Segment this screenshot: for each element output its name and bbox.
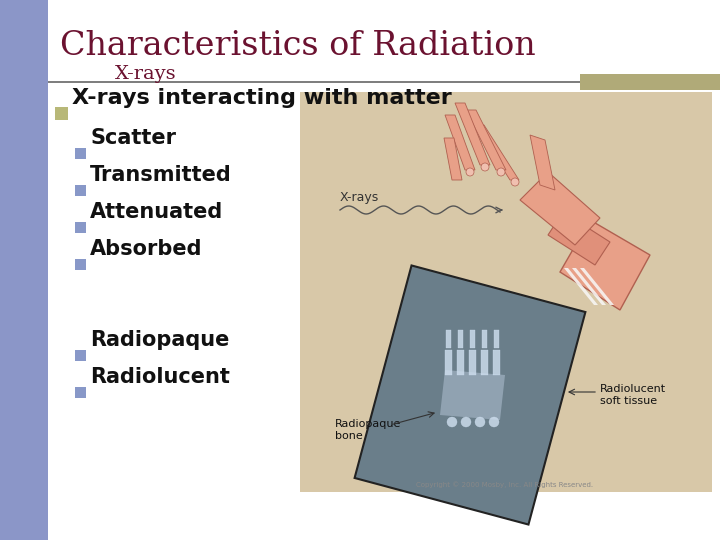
Text: Radiolucent
soft tissue: Radiolucent soft tissue xyxy=(600,384,666,406)
Polygon shape xyxy=(548,212,610,265)
Text: Radiopaque
bone: Radiopaque bone xyxy=(335,419,401,441)
Bar xyxy=(458,330,463,348)
Polygon shape xyxy=(580,268,614,305)
Bar xyxy=(75,350,86,361)
Bar xyxy=(75,387,86,398)
Text: Scatter: Scatter xyxy=(90,128,176,148)
Polygon shape xyxy=(466,110,506,170)
Polygon shape xyxy=(520,172,600,245)
Circle shape xyxy=(511,178,519,186)
Polygon shape xyxy=(444,138,462,180)
Bar xyxy=(75,185,86,196)
Text: Transmitted: Transmitted xyxy=(90,165,232,185)
Circle shape xyxy=(489,417,499,427)
Circle shape xyxy=(497,168,505,176)
Polygon shape xyxy=(572,268,606,305)
Bar xyxy=(580,74,720,90)
Circle shape xyxy=(447,417,457,427)
Text: X-rays: X-rays xyxy=(115,65,176,83)
Polygon shape xyxy=(440,370,505,420)
Bar xyxy=(300,92,712,492)
Polygon shape xyxy=(530,135,555,190)
Polygon shape xyxy=(564,268,598,305)
Bar xyxy=(75,222,86,233)
Polygon shape xyxy=(354,266,585,524)
Text: Radiopaque: Radiopaque xyxy=(90,330,230,350)
Bar xyxy=(494,330,499,348)
Text: Radiolucent: Radiolucent xyxy=(90,367,230,387)
Bar xyxy=(470,330,475,348)
Polygon shape xyxy=(560,220,650,310)
Polygon shape xyxy=(445,115,475,170)
Polygon shape xyxy=(455,103,490,165)
Text: X-rays: X-rays xyxy=(340,192,379,205)
Text: Copyright © 2000 Mosby, Inc. All Rights Reserved.: Copyright © 2000 Mosby, Inc. All Rights … xyxy=(416,481,593,488)
Bar xyxy=(481,350,488,375)
Text: X-rays interacting with matter: X-rays interacting with matter xyxy=(72,88,451,108)
Text: Absorbed: Absorbed xyxy=(90,239,202,259)
Bar xyxy=(469,350,476,375)
Bar xyxy=(0,0,48,540)
Bar xyxy=(75,148,86,159)
Bar xyxy=(446,330,451,348)
Circle shape xyxy=(475,417,485,427)
Bar xyxy=(457,350,464,375)
Circle shape xyxy=(481,163,489,171)
Bar xyxy=(75,259,86,270)
Text: Attenuated: Attenuated xyxy=(90,202,223,222)
Bar xyxy=(55,107,68,120)
Polygon shape xyxy=(475,125,519,180)
Text: Characteristics of Radiation: Characteristics of Radiation xyxy=(60,30,536,62)
Bar xyxy=(493,350,500,375)
Circle shape xyxy=(461,417,471,427)
Circle shape xyxy=(466,168,474,176)
Bar xyxy=(482,330,487,348)
Bar xyxy=(445,350,452,375)
